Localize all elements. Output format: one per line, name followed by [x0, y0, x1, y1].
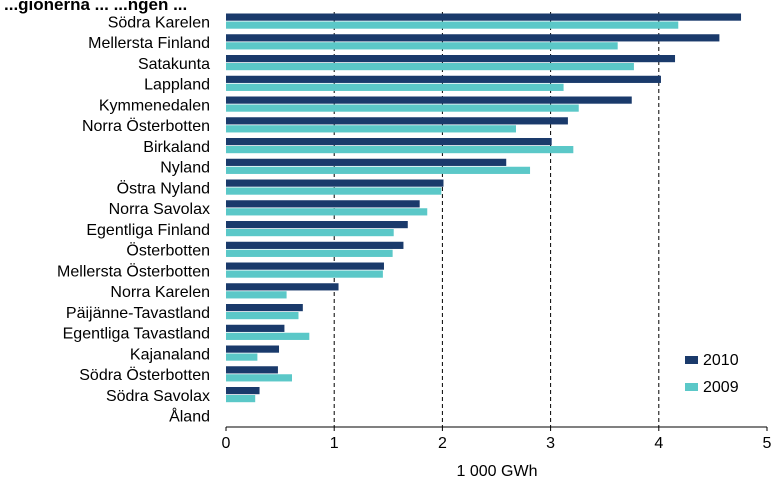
bar-2009-12	[226, 270, 383, 278]
bar-2009-6	[226, 146, 574, 154]
category-label: Norra Karelen	[110, 284, 210, 301]
bar-2009-4	[226, 104, 579, 112]
bar-2010-16	[226, 345, 280, 353]
category-label: Nyland	[160, 160, 210, 177]
category-label: Mellersta Österbotten	[57, 262, 210, 280]
bar-2009-7	[226, 166, 531, 174]
category-label: Päijänne-Tavastland	[66, 305, 210, 322]
bar-2009-14	[226, 312, 299, 320]
x-tick-label: 3	[546, 435, 555, 452]
x-axis-title: 1 000 GWh	[457, 463, 538, 480]
bar-2010-18	[226, 387, 260, 395]
category-label: Egentliga Tavastland	[63, 326, 210, 343]
bar-2010-11	[226, 241, 404, 249]
bar-2009-1	[226, 42, 618, 50]
bar-2010-3	[226, 75, 661, 83]
x-tick-label: 2	[438, 435, 447, 452]
bar-2009-18	[226, 395, 256, 403]
category-label: Norra Savolax	[109, 201, 210, 218]
bar-2010-17	[226, 366, 278, 374]
legend: 2010 2009	[685, 352, 739, 396]
category-label: Åland	[169, 407, 210, 426]
x-tick-label: 0	[222, 435, 231, 452]
x-tick-label: 1	[330, 435, 339, 452]
bar-2009-16	[226, 353, 258, 361]
category-label: Birkaland	[143, 139, 210, 156]
bar-2010-5	[226, 117, 568, 125]
bar-2010-6	[226, 138, 552, 146]
bar-2010-1	[226, 34, 720, 42]
category-label: Södra Österbotten	[79, 366, 210, 384]
bar-2010-8	[226, 179, 444, 187]
bar-2009-2	[226, 63, 634, 71]
bar-2009-11	[226, 249, 393, 257]
bar-2009-8	[226, 187, 442, 195]
bar-2010-13	[226, 283, 339, 291]
category-label: Mellersta Finland	[88, 35, 210, 52]
legend-swatch-2010	[685, 356, 698, 364]
bar-2010-7	[226, 158, 507, 166]
bar-2010-4	[226, 96, 632, 104]
bar-2010-12	[226, 262, 384, 270]
legend-swatch-2009	[685, 383, 698, 391]
category-label: Kymmenedalen	[99, 97, 210, 114]
category-label: Egentliga Finland	[86, 222, 210, 239]
bar-2010-15	[226, 324, 285, 332]
bar-2009-15	[226, 332, 310, 340]
legend-label: 2009	[703, 379, 739, 396]
bar-2010-9	[226, 200, 420, 208]
category-label: Östra Nyland	[117, 179, 210, 197]
bar-2010-2	[226, 55, 676, 63]
bar-2009-9	[226, 208, 428, 216]
x-tick-label: 5	[763, 435, 772, 452]
bar-2009-13	[226, 291, 287, 299]
category-label: Södra Savolax	[106, 388, 210, 405]
bar-2010-0	[226, 13, 742, 21]
bar-2009-10	[226, 229, 394, 237]
category-labels: Södra Karelen Mellersta Finland Satakunta L…	[57, 14, 210, 425]
bar-2009-0	[226, 21, 679, 29]
bar-2010-10	[226, 221, 408, 229]
category-label: Södra Karelen	[108, 14, 210, 31]
category-label: Satakunta	[138, 56, 210, 73]
bar-2009-17	[226, 374, 293, 382]
bar-2010-14	[226, 304, 303, 312]
bar-2009-5	[226, 125, 516, 133]
category-label: Lappland	[144, 77, 210, 94]
x-axis: 0 1 2 3 4 5	[222, 426, 772, 452]
grid-lines	[333, 12, 660, 427]
category-label: Kajanaland	[130, 346, 210, 363]
chart-title: ...gionerna ... ...ngen ...	[4, 0, 187, 14]
category-label: Norra Österbotten	[82, 117, 210, 135]
x-tick-label: 4	[654, 435, 663, 452]
legend-label: 2010	[703, 352, 739, 369]
bar-2009-3	[226, 83, 564, 91]
category-label: Österbotten	[126, 242, 210, 260]
bars	[226, 13, 742, 403]
